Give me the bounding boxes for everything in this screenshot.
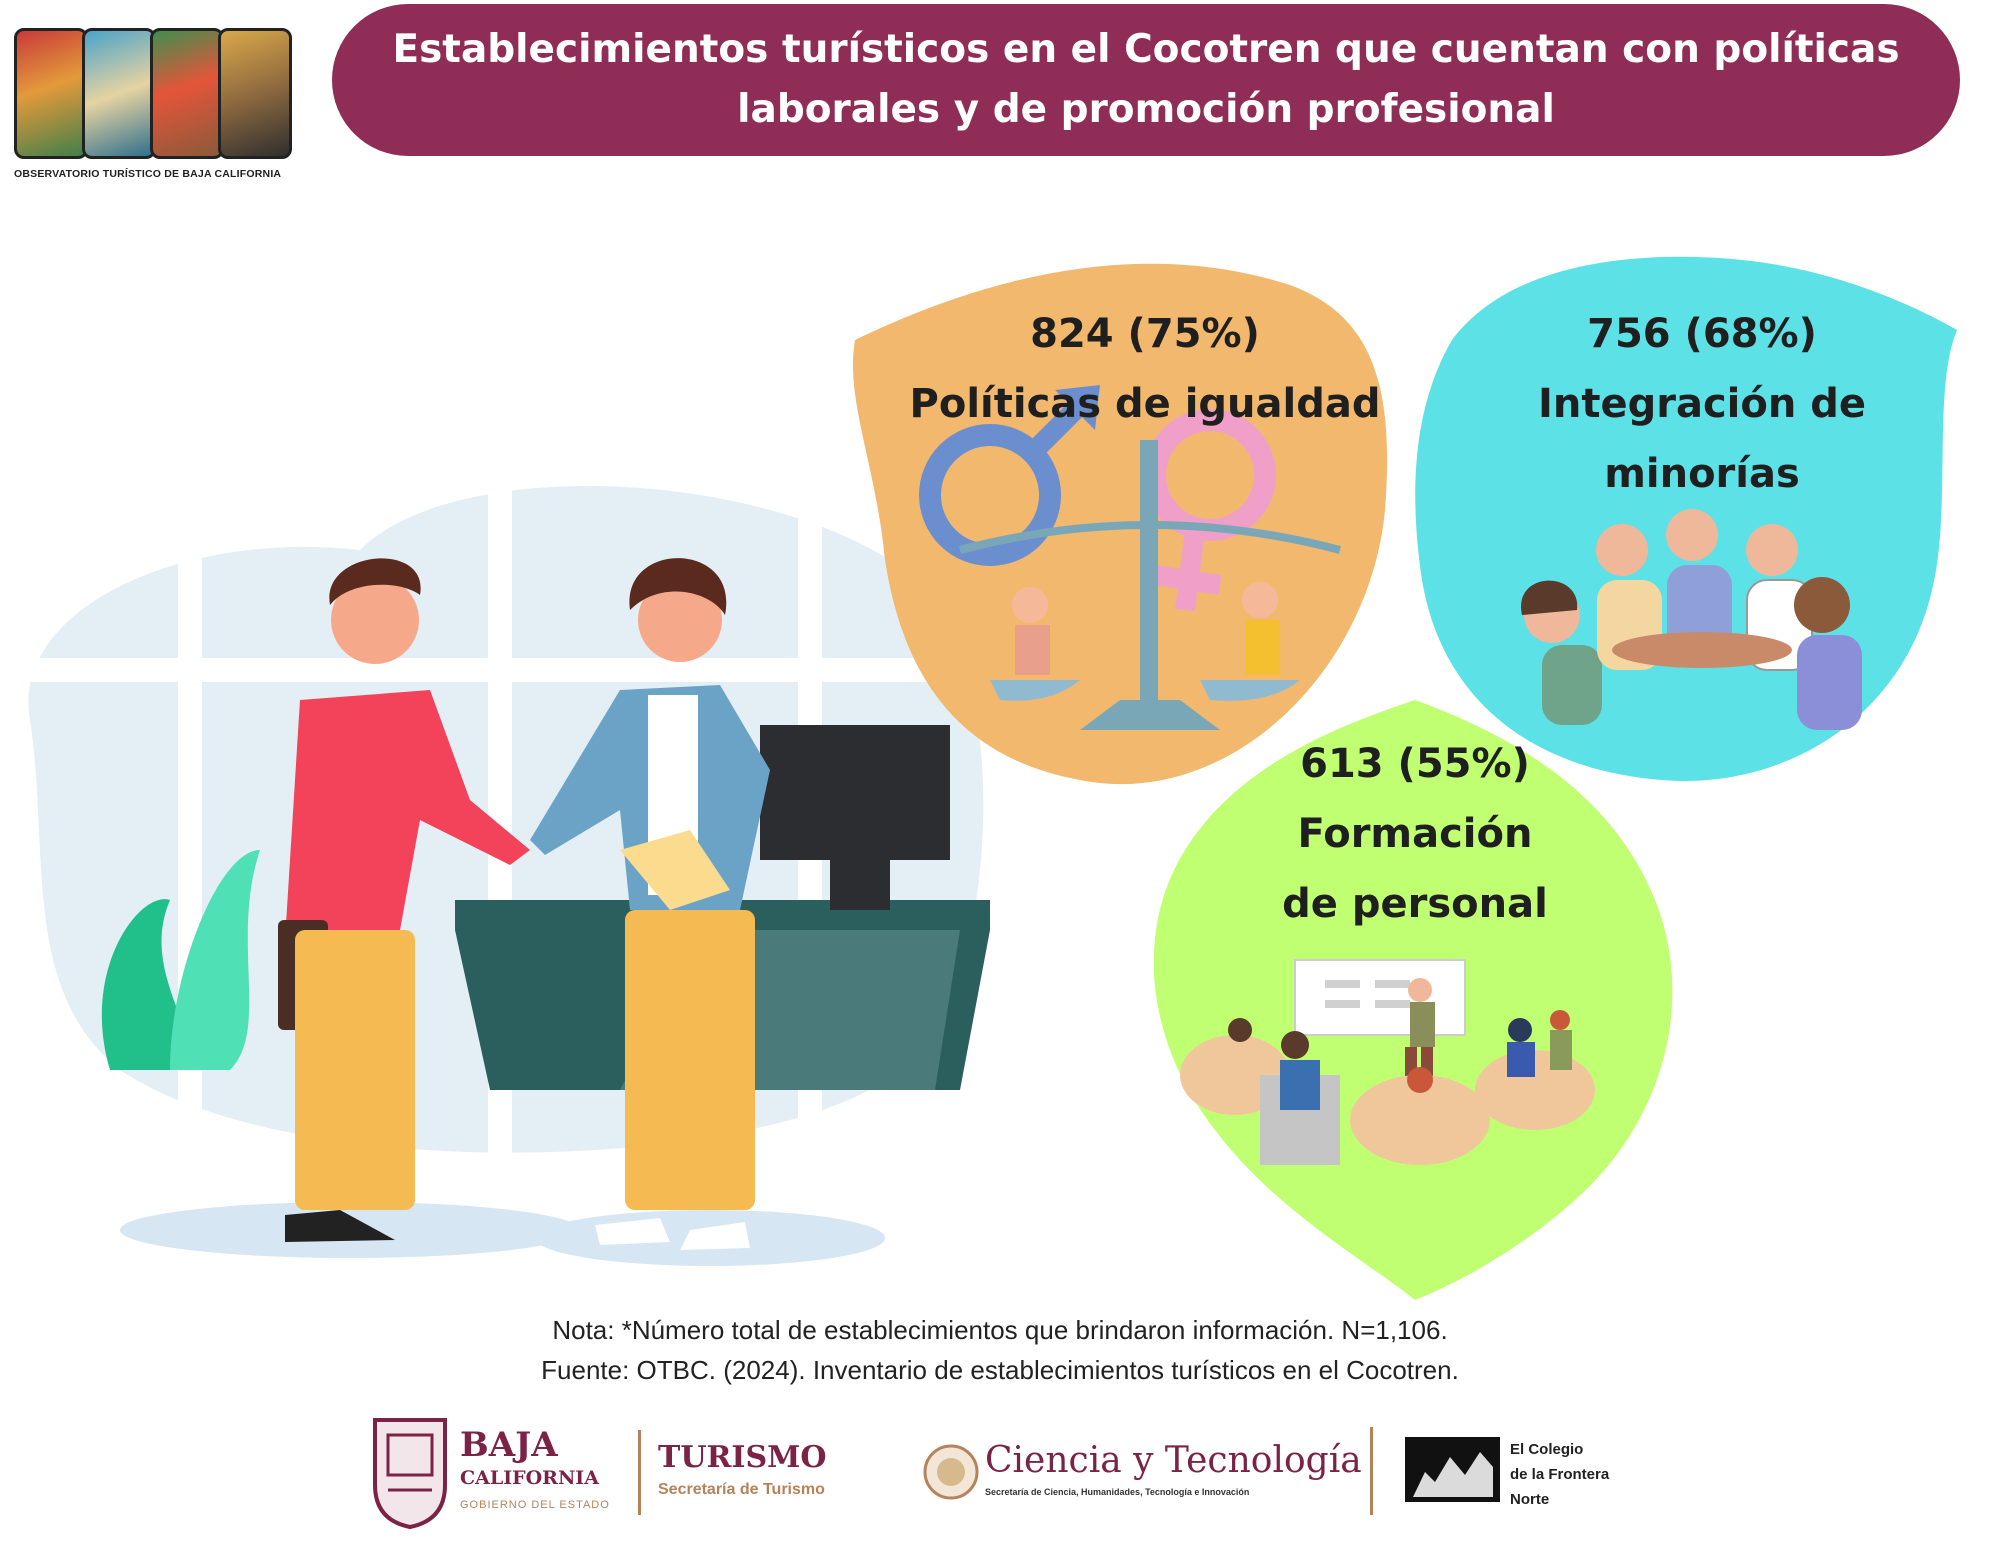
logo-letter-o: [14, 28, 88, 159]
colef-logo-text: El Colegio de la Frontera Norte: [1510, 1437, 1609, 1512]
logo-letter-b: [150, 28, 224, 159]
stat-value-equality: 824 (75%): [1030, 311, 1260, 357]
logo-letter-c: [218, 28, 292, 159]
footnote: Nota: *Número total de establecimientos …: [0, 1310, 2000, 1390]
stat-value-minorities: 756 (68%): [1587, 311, 1817, 357]
logo-divider: [638, 1430, 641, 1515]
colef-logo-line1: El Colegio: [1510, 1441, 1584, 1458]
title-banner: Establecimientos turísticos en el Cocotr…: [332, 4, 1960, 156]
note-text: Nota: *Número total de establecimientos …: [552, 1315, 1448, 1345]
stat-label-training-line1: Formación: [1298, 811, 1533, 857]
stat-value-training: 613 (55%): [1300, 741, 1530, 787]
stat-blob-equality: 824 (75%) Políticas de igualdad: [852, 263, 1388, 785]
logo-divider-2: [1370, 1427, 1373, 1515]
business-handshake-illustration: [0, 470, 1000, 1266]
ciencia-logo-line1: Ciencia y Tecnología: [985, 1440, 1362, 1481]
colef-logo-line2: de la Frontera: [1510, 1466, 1610, 1483]
sponsor-logos: BAJA CALIFORNIA GOBIERNO DEL ESTADO TURI…: [360, 1415, 1630, 1535]
mexico-coat-of-arms-icon: [923, 1444, 979, 1500]
turismo-logo-line2: Secretaría de Turismo: [658, 1481, 825, 1498]
turismo-logo-line1: TURISMO: [658, 1440, 827, 1475]
colef-logo-line3: Norte: [1510, 1491, 1550, 1508]
stat-label-minorities-line2: minorías: [1604, 451, 1800, 497]
stat-label-equality: Políticas de igualdad: [910, 381, 1381, 427]
source-text: Fuente: OTBC. (2024). Inventario de esta…: [541, 1355, 1459, 1385]
logo-caption: OBSERVATORIO TURÍSTICO DE BAJA CALIFORNI…: [14, 168, 282, 180]
ciencia-logo-line2: Secretaría de Ciencia, Humanidades, Tecn…: [985, 1487, 1250, 1497]
logo-letter-t: [82, 28, 156, 159]
colef-map-logo: [1405, 1437, 1500, 1502]
diverse-team-hands-illustration: [1521, 509, 1862, 730]
otbc-logo: OBSERVATORIO TURÍSTICO DE BAJA CALIFORNI…: [10, 8, 310, 183]
stat-blob-minorities: 756 (68%) Integración de minorías: [1415, 256, 1957, 781]
page-title: Establecimientos turísticos en el Cocotr…: [392, 27, 1900, 132]
baja-logo-line2: CALIFORNIA: [460, 1467, 599, 1489]
stat-label-training-line2: de personal: [1282, 881, 1548, 927]
stat-blob-training: 613 (55%) Formación de personal: [1153, 700, 1673, 1300]
baja-logo-line3: GOBIERNO DEL ESTADO: [460, 1499, 610, 1511]
baja-california-shield-logo: [373, 1418, 447, 1530]
baja-logo-line1: BAJA: [460, 1425, 558, 1465]
staff-training-illustration: [1180, 959, 1595, 1165]
stat-label-minorities-line1: Integración de: [1538, 381, 1866, 427]
gender-equality-scale-illustration: [919, 385, 1342, 730]
